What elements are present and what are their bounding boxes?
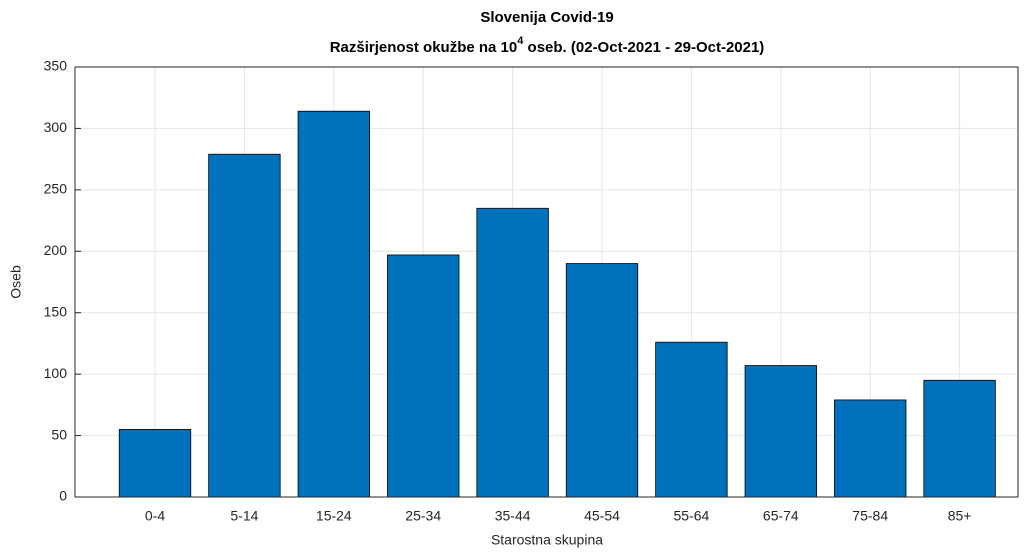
chart-subtitle: Razširjenost okužbe na 104 oseb. (02-Oct… — [330, 35, 765, 56]
x-tick-label: 55-64 — [674, 508, 710, 524]
y-tick-label: 150 — [44, 303, 68, 319]
bar — [387, 254, 460, 498]
plot-frame — [74, 66, 1019, 498]
subtitle-superscript: 4 — [517, 35, 524, 47]
y-tick-label: 350 — [44, 58, 68, 74]
x-tick-label: 25-34 — [405, 508, 441, 524]
y-tick-label: 200 — [44, 242, 68, 258]
bar — [655, 341, 728, 498]
bar — [476, 207, 549, 498]
x-tick-label: 45-54 — [584, 508, 620, 524]
x-tick-label: 65-74 — [763, 508, 799, 524]
bar — [565, 263, 639, 498]
bar — [744, 365, 817, 498]
subtitle-text: Razširjenost okužbe na 10 — [330, 39, 518, 56]
y-tick-label: 50 — [51, 426, 67, 442]
bar — [923, 379, 996, 498]
x-tick-label: 75-84 — [852, 508, 888, 524]
chart-title: Slovenija Covid-19 — [480, 9, 613, 26]
x-tick-label: 15-24 — [316, 508, 352, 524]
bar — [834, 399, 907, 498]
bar — [297, 110, 370, 498]
x-tick-label: 0-4 — [145, 508, 165, 524]
x-axis-label: Starostna skupina — [491, 532, 603, 548]
x-tick-label: 35-44 — [495, 508, 531, 524]
x-tick-label: 5-14 — [230, 508, 258, 524]
y-tick-label: 0 — [59, 488, 67, 504]
y-tick-label: 300 — [44, 119, 68, 135]
bar — [208, 153, 281, 498]
y-axis-label: Oseb — [8, 265, 24, 299]
y-tick-label: 250 — [44, 181, 68, 197]
x-tick-label: 85+ — [948, 508, 972, 524]
bar — [118, 429, 192, 498]
subtitle-rest: oseb. (02-Oct-2021 - 29-Oct-2021) — [523, 39, 764, 56]
y-tick-label: 100 — [44, 365, 68, 381]
